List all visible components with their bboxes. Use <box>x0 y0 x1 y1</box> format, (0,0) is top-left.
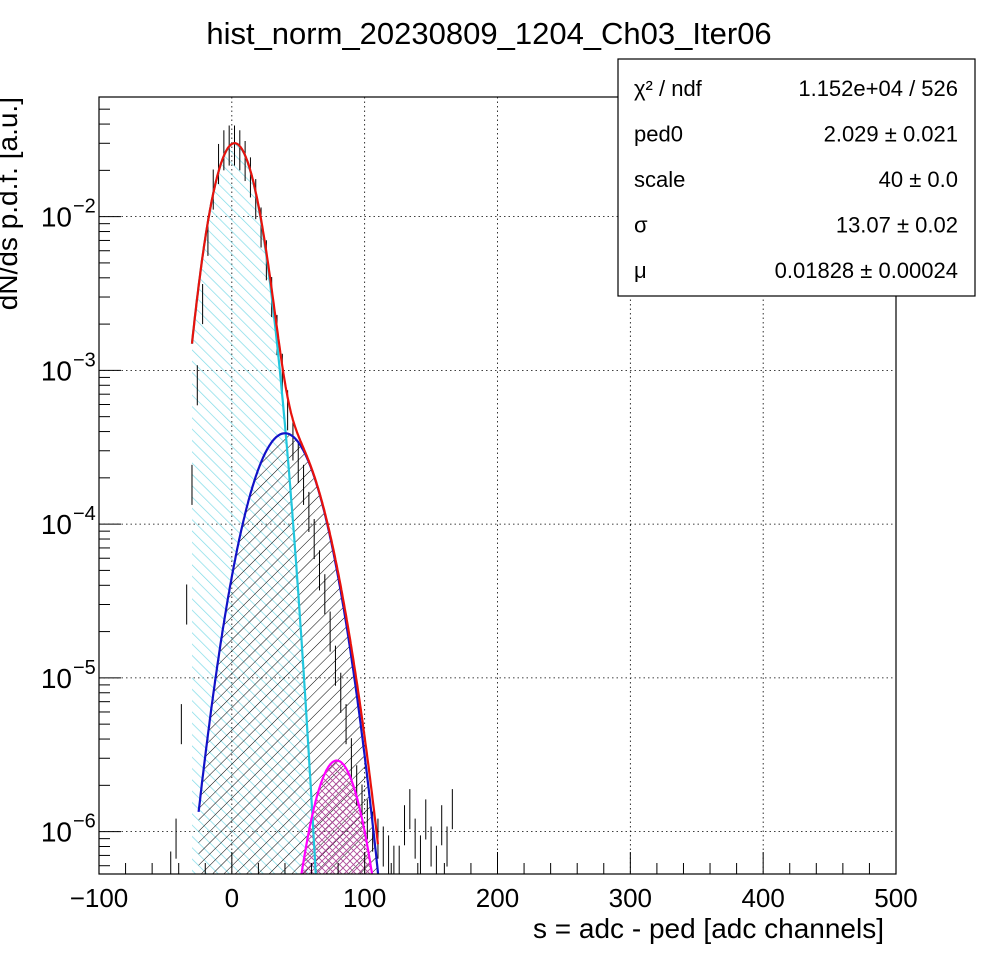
x-tick-label: 400 <box>741 883 784 913</box>
component-fills <box>192 143 383 874</box>
fit-curves <box>190 142 380 874</box>
y-tick-exponent: −6 <box>73 811 96 833</box>
x-axis-label: s = adc - ped [adc channels] <box>533 913 884 944</box>
y-tick-label: 10 <box>41 355 72 386</box>
y-tick-label: 10 <box>41 202 72 233</box>
y-tick-exponent: −2 <box>73 196 96 218</box>
x-tick-label: −100 <box>70 883 129 913</box>
y-tick-exponent: −4 <box>73 503 96 525</box>
stats-box: χ² / ndf 1.152e+04 / 526 ped0 2.029 ± 0.021… <box>617 58 976 297</box>
stats-row-label: χ² / ndf <box>634 76 703 101</box>
stats-row-value: 0.01828 ± 0.00024 <box>775 258 958 283</box>
y-tick-exponent: −5 <box>73 657 96 679</box>
stats-row-value: 1.152e+04 / 526 <box>798 76 958 101</box>
stats-row-value: 2.029 ± 0.021 <box>824 122 958 147</box>
component-fill-3 <box>294 760 379 874</box>
stats-row-label: μ <box>634 258 647 283</box>
stats-row-label: ped0 <box>634 122 683 147</box>
y-tick-label: 10 <box>41 817 72 848</box>
x-tick-label: 300 <box>609 883 652 913</box>
y-tick-label: 10 <box>41 509 72 540</box>
fit-curve-2 <box>197 432 380 874</box>
x-tick-label: 0 <box>225 883 239 913</box>
y-tick-label: 10 <box>41 663 72 694</box>
stats-row-value: 13.07 ± 0.02 <box>836 213 958 238</box>
stats-rows: χ² / ndf 1.152e+04 / 526 ped0 2.029 ± 0.021… <box>634 76 958 283</box>
stats-row-value: 40 ± 0.0 <box>879 167 958 192</box>
fit-curve-3 <box>300 759 374 874</box>
fit-curve-total <box>190 142 379 845</box>
stats-box-frame <box>617 58 976 297</box>
y-axis-label: dN/ds p.d.f. [a.u.] <box>0 97 23 310</box>
x-tick-label: 200 <box>476 883 519 913</box>
stats-row-label: scale <box>634 167 685 192</box>
chart-title: hist_norm_20230809_1204_Ch03_Iter06 <box>206 16 771 51</box>
x-tick-label: 100 <box>343 883 386 913</box>
y-tick-exponent: −3 <box>73 349 96 371</box>
x-tick-label: 500 <box>874 883 917 913</box>
stats-row-label: σ <box>634 213 648 238</box>
